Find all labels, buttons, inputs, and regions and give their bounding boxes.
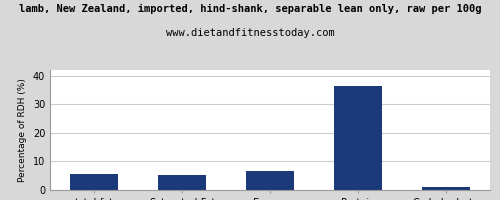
Text: www.dietandfitnesstoday.com: www.dietandfitnesstoday.com [166, 28, 334, 38]
Bar [246, 171, 294, 190]
Y-axis label: Percentage of RDH (%): Percentage of RDH (%) [18, 78, 27, 182]
Bar [70, 174, 118, 190]
Text: lamb, New Zealand, imported, hind-shank, separable lean only, raw per 100g: lamb, New Zealand, imported, hind-shank,… [19, 4, 481, 14]
Bar [158, 175, 206, 190]
Bar [334, 86, 382, 190]
Bar [422, 187, 470, 190]
